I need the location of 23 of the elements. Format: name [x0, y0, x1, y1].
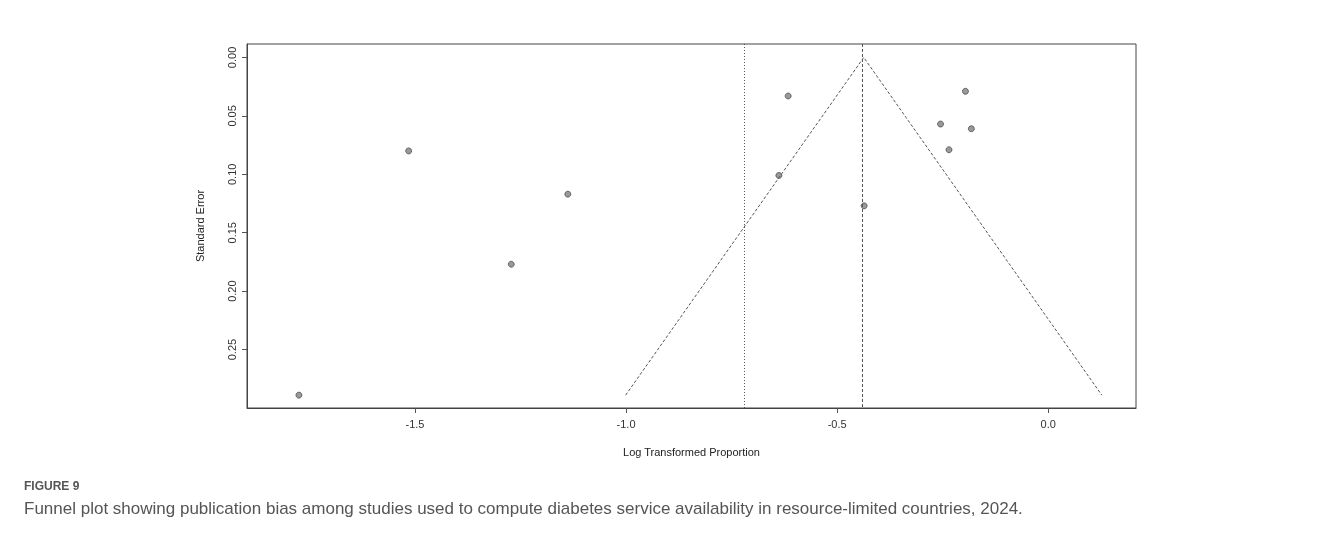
y-tick-label: 0.05: [225, 105, 238, 127]
y-tick-label: 0.25: [225, 338, 238, 361]
x-axis-title: Log Transformed Proportion: [623, 445, 760, 458]
text: FIGURE 9: [24, 479, 80, 493]
point: [295, 391, 303, 399]
x-tick-label: 0.0: [1040, 417, 1056, 430]
y-tick-label: 0.10: [225, 163, 238, 185]
y-axis-title: Standard Error: [193, 189, 206, 263]
point: [945, 146, 953, 154]
x-tick-label: -1.5: [405, 417, 425, 430]
x-tick-label: -1.0: [616, 417, 636, 430]
point: [564, 190, 572, 198]
point: [784, 92, 792, 100]
text: Funnel plot showing publication bias among studies used to compute diabetes service availability in resource-limited countries, 2024.: [24, 499, 1023, 518]
y-tick-label: 0.00: [225, 46, 238, 69]
point: [937, 120, 944, 128]
point: [507, 260, 515, 268]
point: [962, 87, 969, 95]
x-tick-label: -0.5: [827, 417, 847, 430]
point: [405, 147, 413, 155]
y-tick-label: 0.15: [225, 222, 238, 244]
y-tick-label: 0.20: [225, 280, 238, 302]
point: [967, 125, 975, 133]
